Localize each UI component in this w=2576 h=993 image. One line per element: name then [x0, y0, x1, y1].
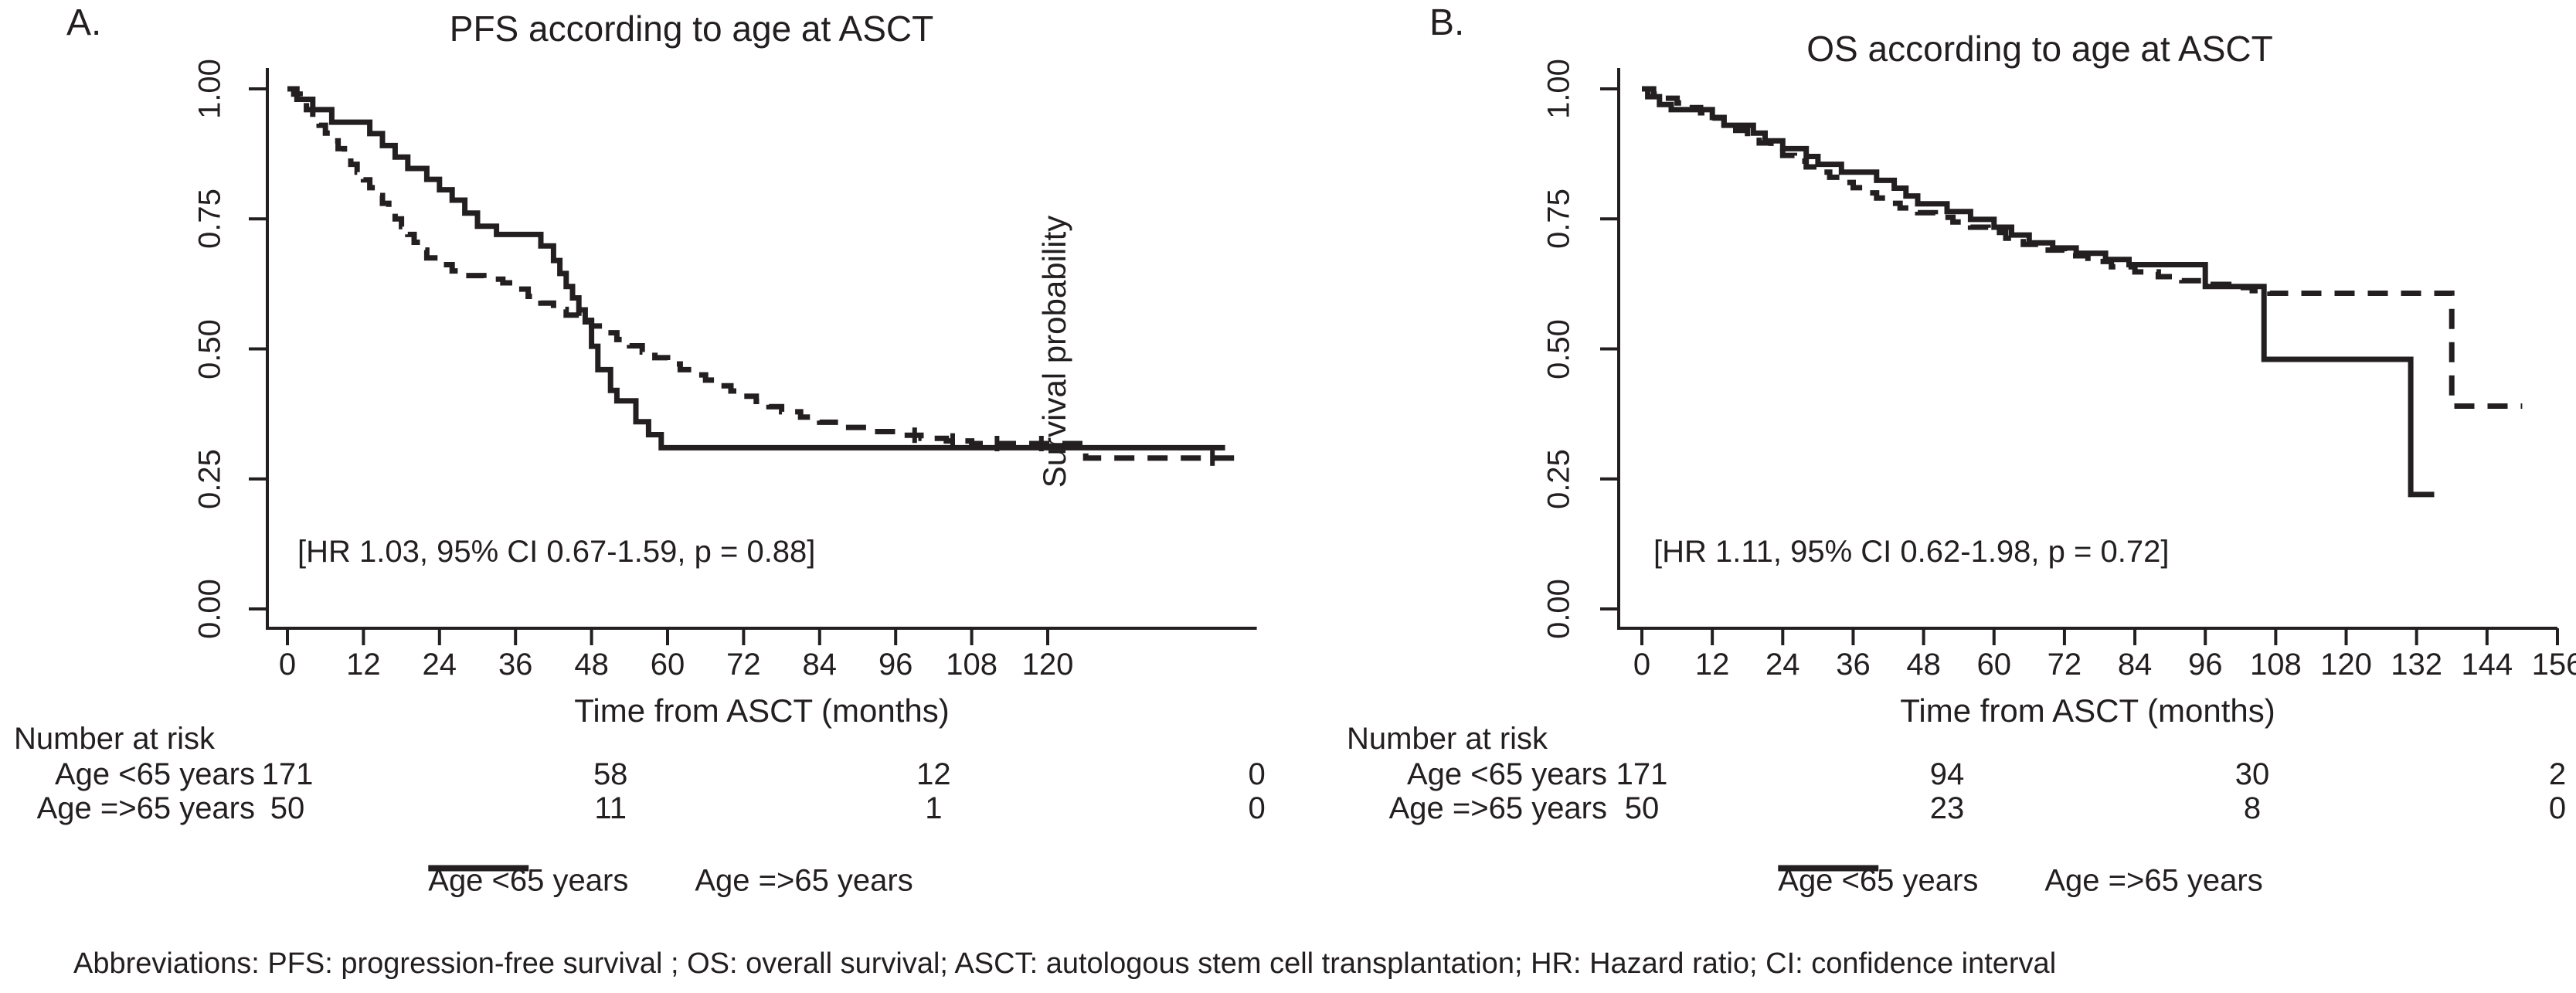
x-tick-label: 120: [2320, 648, 2372, 682]
y-tick-label: 0.75: [1541, 189, 1576, 250]
x-tick-label: 72: [2047, 648, 2082, 682]
y-tick-label: 0.25: [192, 448, 227, 509]
km-curve-dashed: [287, 86, 1238, 461]
risk-count: 11: [594, 791, 627, 825]
x-tick-label: 132: [2391, 648, 2443, 682]
risk-count: 50: [270, 791, 305, 825]
x-tick-label: 120: [1021, 648, 1074, 682]
risk-count: 0: [1248, 757, 1266, 791]
risk-count: 58: [593, 757, 628, 791]
x-tick-label: 24: [422, 648, 457, 682]
panel-a-xaxis-title: Time from ASCT (months): [574, 692, 950, 729]
x-tick-label: 156: [2531, 648, 2576, 682]
x-tick-label: 0: [278, 648, 297, 682]
risk-row-label: Age <65 years: [54, 757, 255, 791]
x-tick-label: 60: [1976, 648, 2012, 682]
x-tick-label: 108: [946, 648, 997, 682]
legend: Age <65 years Age =>65 years: [428, 863, 913, 899]
survival-probability-label: Survival probability: [1036, 215, 1072, 488]
x-tick-label: 96: [2187, 648, 2223, 682]
y-tick-label: 0.25: [1541, 448, 1576, 509]
legend: Age <65 years Age =>65 years: [1778, 863, 2263, 899]
risk-count: 12: [916, 757, 951, 791]
risk-count: 0: [2548, 791, 2567, 825]
km-curve-solid: [1642, 86, 2435, 498]
legend-label: Age =>65 years: [695, 863, 913, 898]
risk-count: 30: [2234, 757, 2270, 791]
legend-label: Age =>65 years: [2044, 863, 2263, 898]
x-tick-label: 108: [2249, 648, 2302, 682]
panel-a-hr-annotation: [HR 1.03, 95% CI 0.67-1.59, p = 0.88]: [297, 535, 816, 569]
risk-count: 50: [1624, 791, 1660, 825]
panel-b-hr-annotation: [HR 1.11, 95% CI 0.62-1.98, p = 0.72]: [1653, 535, 2170, 569]
x-tick-label: 12: [1694, 648, 1730, 682]
risk-count: 2: [2548, 757, 2567, 791]
solid-line-swatch: [428, 865, 529, 872]
panel-b-xaxis-title: Time from ASCT (months): [1900, 692, 2275, 729]
km-curve-solid: [287, 86, 1225, 451]
risk-row-label: Age =>65 years: [36, 791, 255, 825]
risk-count: 171: [1616, 757, 1668, 791]
x-tick-label: 24: [1765, 648, 1800, 682]
y-tick-label: 1.00: [1541, 59, 1576, 119]
x-tick-label: 72: [726, 648, 761, 682]
panel-a-letter: A.: [66, 2, 102, 43]
panel-b-title: OS according to age at ASCT: [1806, 29, 2273, 69]
legend-entry: Age =>65 years: [1778, 863, 2263, 899]
panel-b-letter: B.: [1429, 2, 1465, 43]
panel-a-risk-header: Number at risk: [14, 722, 216, 756]
risk-row-label: Age <65 years: [1406, 757, 1607, 791]
abbreviations-footer: Abbreviations: PFS: progression-free sur…: [73, 947, 2057, 980]
panel-a-title: PFS according to age at ASCT: [449, 9, 934, 49]
x-tick-label: 84: [2117, 648, 2153, 682]
risk-count: 1: [925, 791, 943, 825]
x-tick-label: 36: [1836, 648, 1871, 682]
y-tick-label: 0.75: [192, 189, 227, 250]
legend-entry: Age =>65 years: [428, 863, 913, 899]
y-tick-label: 0.00: [1541, 579, 1576, 639]
y-tick-label: 0.50: [192, 318, 227, 379]
x-tick-label: 60: [650, 648, 685, 682]
y-tick-label: 0.50: [1541, 318, 1576, 379]
x-tick-label: 96: [878, 648, 913, 682]
x-tick-label: 12: [346, 648, 381, 682]
risk-count: 23: [1929, 791, 1965, 825]
risk-count: 0: [1248, 791, 1266, 825]
x-tick-label: 48: [1906, 648, 1941, 682]
risk-count: 171: [261, 757, 314, 791]
x-tick-label: 0: [1633, 648, 1651, 682]
risk-count: 94: [1929, 757, 1965, 791]
y-tick-label: 0.00: [192, 579, 227, 639]
x-tick-label: 36: [498, 648, 533, 682]
panel-b-risk-header: Number at risk: [1347, 722, 1548, 756]
x-tick-label: 144: [2461, 648, 2513, 682]
solid-line-swatch: [1778, 865, 1879, 872]
risk-count: 8: [2243, 791, 2262, 825]
x-tick-label: 84: [802, 648, 838, 682]
risk-row-label: Age =>65 years: [1388, 791, 1607, 825]
x-tick-label: 48: [574, 648, 609, 682]
y-tick-label: 1.00: [192, 59, 227, 119]
